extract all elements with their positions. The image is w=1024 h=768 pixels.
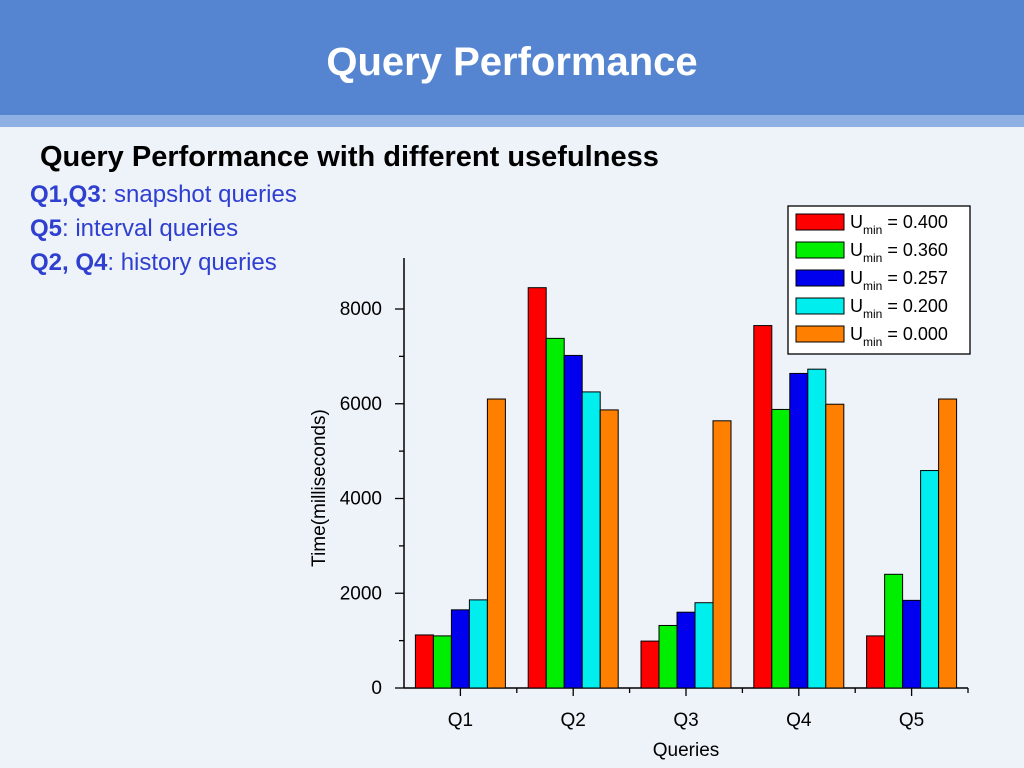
legend-swatch bbox=[795, 241, 845, 259]
x-tick-label: Q4 bbox=[786, 710, 812, 731]
x-tick-label: Q3 bbox=[673, 710, 698, 731]
note-text: : history queries bbox=[107, 249, 277, 276]
y-tick-label: 8000 bbox=[340, 299, 382, 320]
bar bbox=[694, 602, 714, 689]
x-tick-label: Q2 bbox=[561, 710, 586, 731]
legend-swatch bbox=[795, 213, 845, 231]
x-tick-label: Q5 bbox=[899, 710, 924, 731]
header-stripe bbox=[0, 115, 1024, 127]
bar bbox=[414, 634, 434, 689]
bar bbox=[527, 287, 547, 689]
bar bbox=[468, 599, 488, 689]
slide-title: Query Performance bbox=[326, 40, 698, 84]
bar bbox=[676, 611, 696, 689]
bar bbox=[825, 403, 845, 689]
slide-header: Query Performance bbox=[0, 0, 1024, 115]
y-tick-label: 2000 bbox=[340, 583, 382, 604]
bar bbox=[712, 420, 732, 689]
bar bbox=[581, 391, 601, 689]
note-key: Q2, Q4 bbox=[30, 249, 108, 276]
x-tick-label: Q1 bbox=[448, 710, 473, 731]
bar bbox=[486, 398, 506, 689]
bar bbox=[866, 635, 886, 689]
bar bbox=[658, 624, 678, 689]
legend-swatch bbox=[795, 325, 845, 343]
y-axis-label: Time(milliseconds) bbox=[309, 409, 330, 567]
bar bbox=[807, 368, 827, 689]
bar bbox=[450, 609, 470, 689]
bar bbox=[884, 573, 904, 689]
bar bbox=[789, 372, 809, 689]
slide-subtitle: Query Performance with different usefuln… bbox=[40, 141, 659, 173]
note-history: Q2, Q4: history queries bbox=[30, 249, 277, 277]
legend-swatch bbox=[795, 297, 845, 315]
bar bbox=[599, 409, 619, 689]
legend-label: Umin = 0.400 bbox=[850, 212, 948, 237]
bar bbox=[563, 354, 583, 689]
bar bbox=[545, 337, 565, 689]
legend-swatch bbox=[795, 269, 845, 287]
bar bbox=[640, 640, 660, 689]
y-tick-label: 4000 bbox=[340, 489, 382, 510]
note-text: : interval queries bbox=[62, 215, 239, 242]
legend-label: Umin = 0.360 bbox=[850, 240, 948, 265]
bar bbox=[432, 635, 452, 689]
y-tick-label: 6000 bbox=[340, 394, 382, 415]
note-key: Q5 bbox=[30, 215, 63, 242]
note-interval: Q5: interval queries bbox=[30, 215, 238, 243]
bar bbox=[902, 599, 922, 689]
y-tick-label: 0 bbox=[371, 678, 382, 699]
bar bbox=[753, 325, 773, 689]
bar bbox=[771, 408, 791, 689]
x-axis-label: Queries bbox=[653, 740, 720, 761]
bar bbox=[920, 470, 940, 689]
bar bbox=[938, 398, 958, 689]
legend-label: Umin = 0.257 bbox=[850, 268, 948, 293]
note-key: Q1,Q3 bbox=[30, 181, 101, 208]
legend-label: Umin = 0.000 bbox=[850, 324, 948, 349]
note-snapshot: Q1,Q3: snapshot queries bbox=[30, 181, 297, 209]
note-text: : snapshot queries bbox=[100, 181, 297, 208]
legend-label: Umin = 0.200 bbox=[850, 296, 948, 321]
